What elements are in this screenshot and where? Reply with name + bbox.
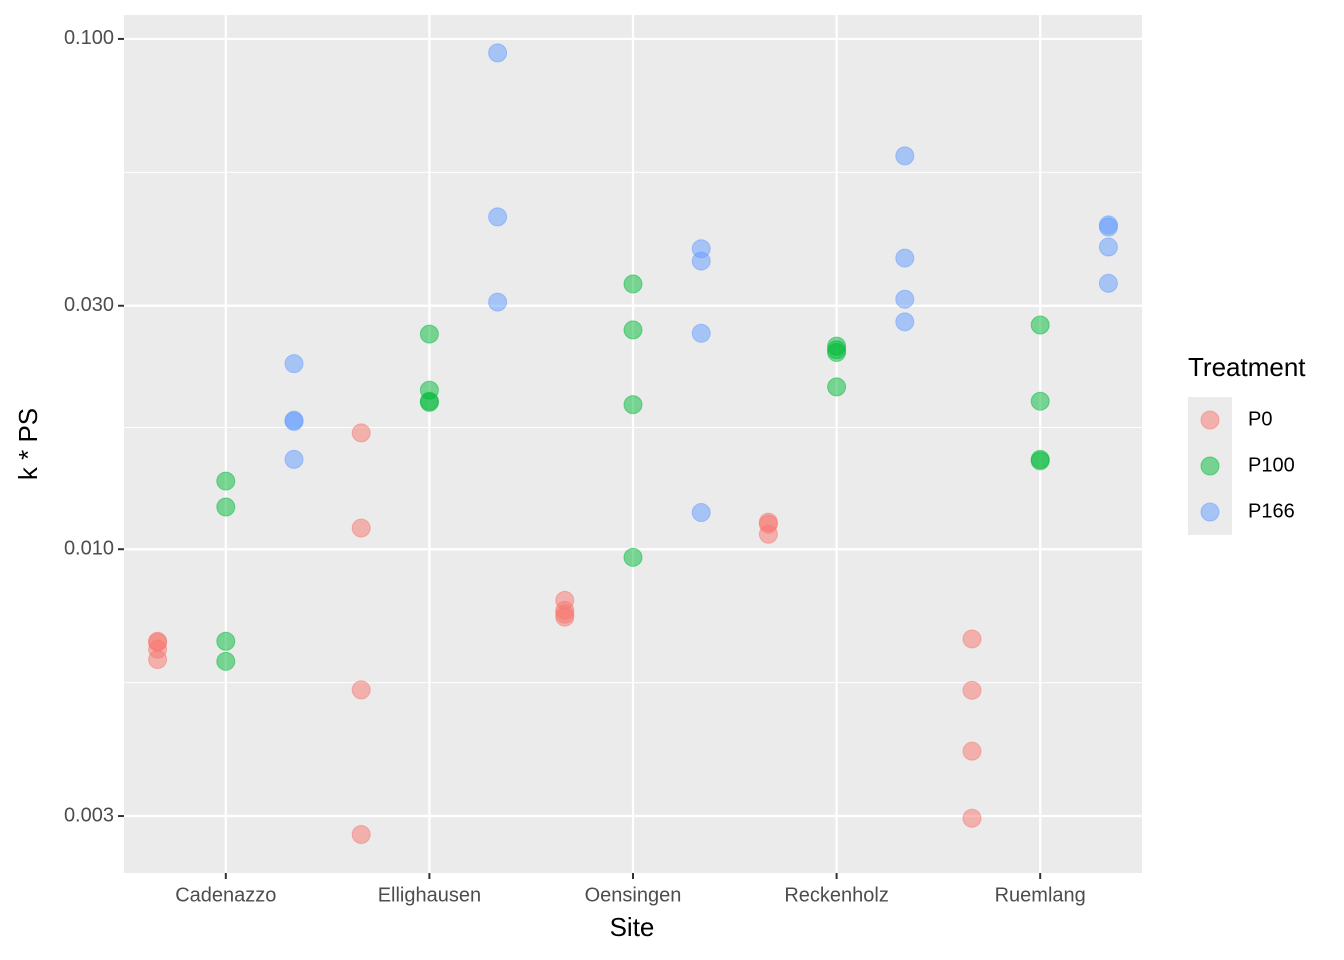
point xyxy=(284,411,304,431)
legend-title: Treatment xyxy=(1188,352,1306,382)
x-tick-label: Reckenholz xyxy=(784,884,889,906)
point xyxy=(488,207,508,227)
point xyxy=(1030,391,1050,411)
y-tick-label: 0.003 xyxy=(64,804,114,826)
y-tick-label: 0.100 xyxy=(64,27,114,49)
point xyxy=(962,680,982,700)
x-tick-label: Ellighausen xyxy=(378,884,481,906)
y-tick-label: 0.010 xyxy=(64,537,114,559)
point xyxy=(895,312,915,332)
point xyxy=(758,524,778,544)
y-tick-label: 0.030 xyxy=(64,294,114,316)
point xyxy=(895,146,915,166)
x-tick-label: Ruemlang xyxy=(995,884,1086,906)
legend-key xyxy=(1200,410,1220,430)
point xyxy=(962,808,982,828)
x-tick-label: Oensingen xyxy=(585,884,682,906)
point xyxy=(488,292,508,312)
point xyxy=(351,518,371,538)
point xyxy=(488,43,508,63)
point xyxy=(1098,273,1118,293)
legend-label: P100 xyxy=(1248,454,1295,476)
point xyxy=(1098,217,1118,237)
point xyxy=(827,377,847,397)
point xyxy=(623,395,643,415)
point xyxy=(691,323,711,343)
point xyxy=(351,423,371,443)
point xyxy=(895,289,915,309)
point xyxy=(1098,237,1118,257)
point xyxy=(419,324,439,344)
point xyxy=(216,471,236,491)
point xyxy=(1030,451,1050,471)
point xyxy=(555,607,575,627)
point xyxy=(216,497,236,517)
legend-key xyxy=(1200,456,1220,476)
point xyxy=(895,248,915,268)
point xyxy=(216,631,236,651)
point xyxy=(962,741,982,761)
legend-key xyxy=(1200,502,1220,522)
point xyxy=(284,449,304,469)
point xyxy=(148,649,168,669)
point xyxy=(419,392,439,412)
legend-label: P166 xyxy=(1248,500,1295,522)
point xyxy=(351,825,371,845)
point xyxy=(623,320,643,340)
point xyxy=(216,651,236,671)
point xyxy=(1030,315,1050,335)
point xyxy=(691,503,711,523)
point xyxy=(623,274,643,294)
point xyxy=(691,251,711,271)
point xyxy=(284,354,304,374)
point xyxy=(827,342,847,362)
point xyxy=(351,680,371,700)
x-axis-title: Site xyxy=(610,912,655,942)
point xyxy=(623,547,643,567)
y-axis-title: k * PS xyxy=(13,408,43,480)
point xyxy=(962,629,982,649)
legend-label: P0 xyxy=(1248,408,1272,430)
x-tick-label: Cadenazzo xyxy=(175,884,276,906)
